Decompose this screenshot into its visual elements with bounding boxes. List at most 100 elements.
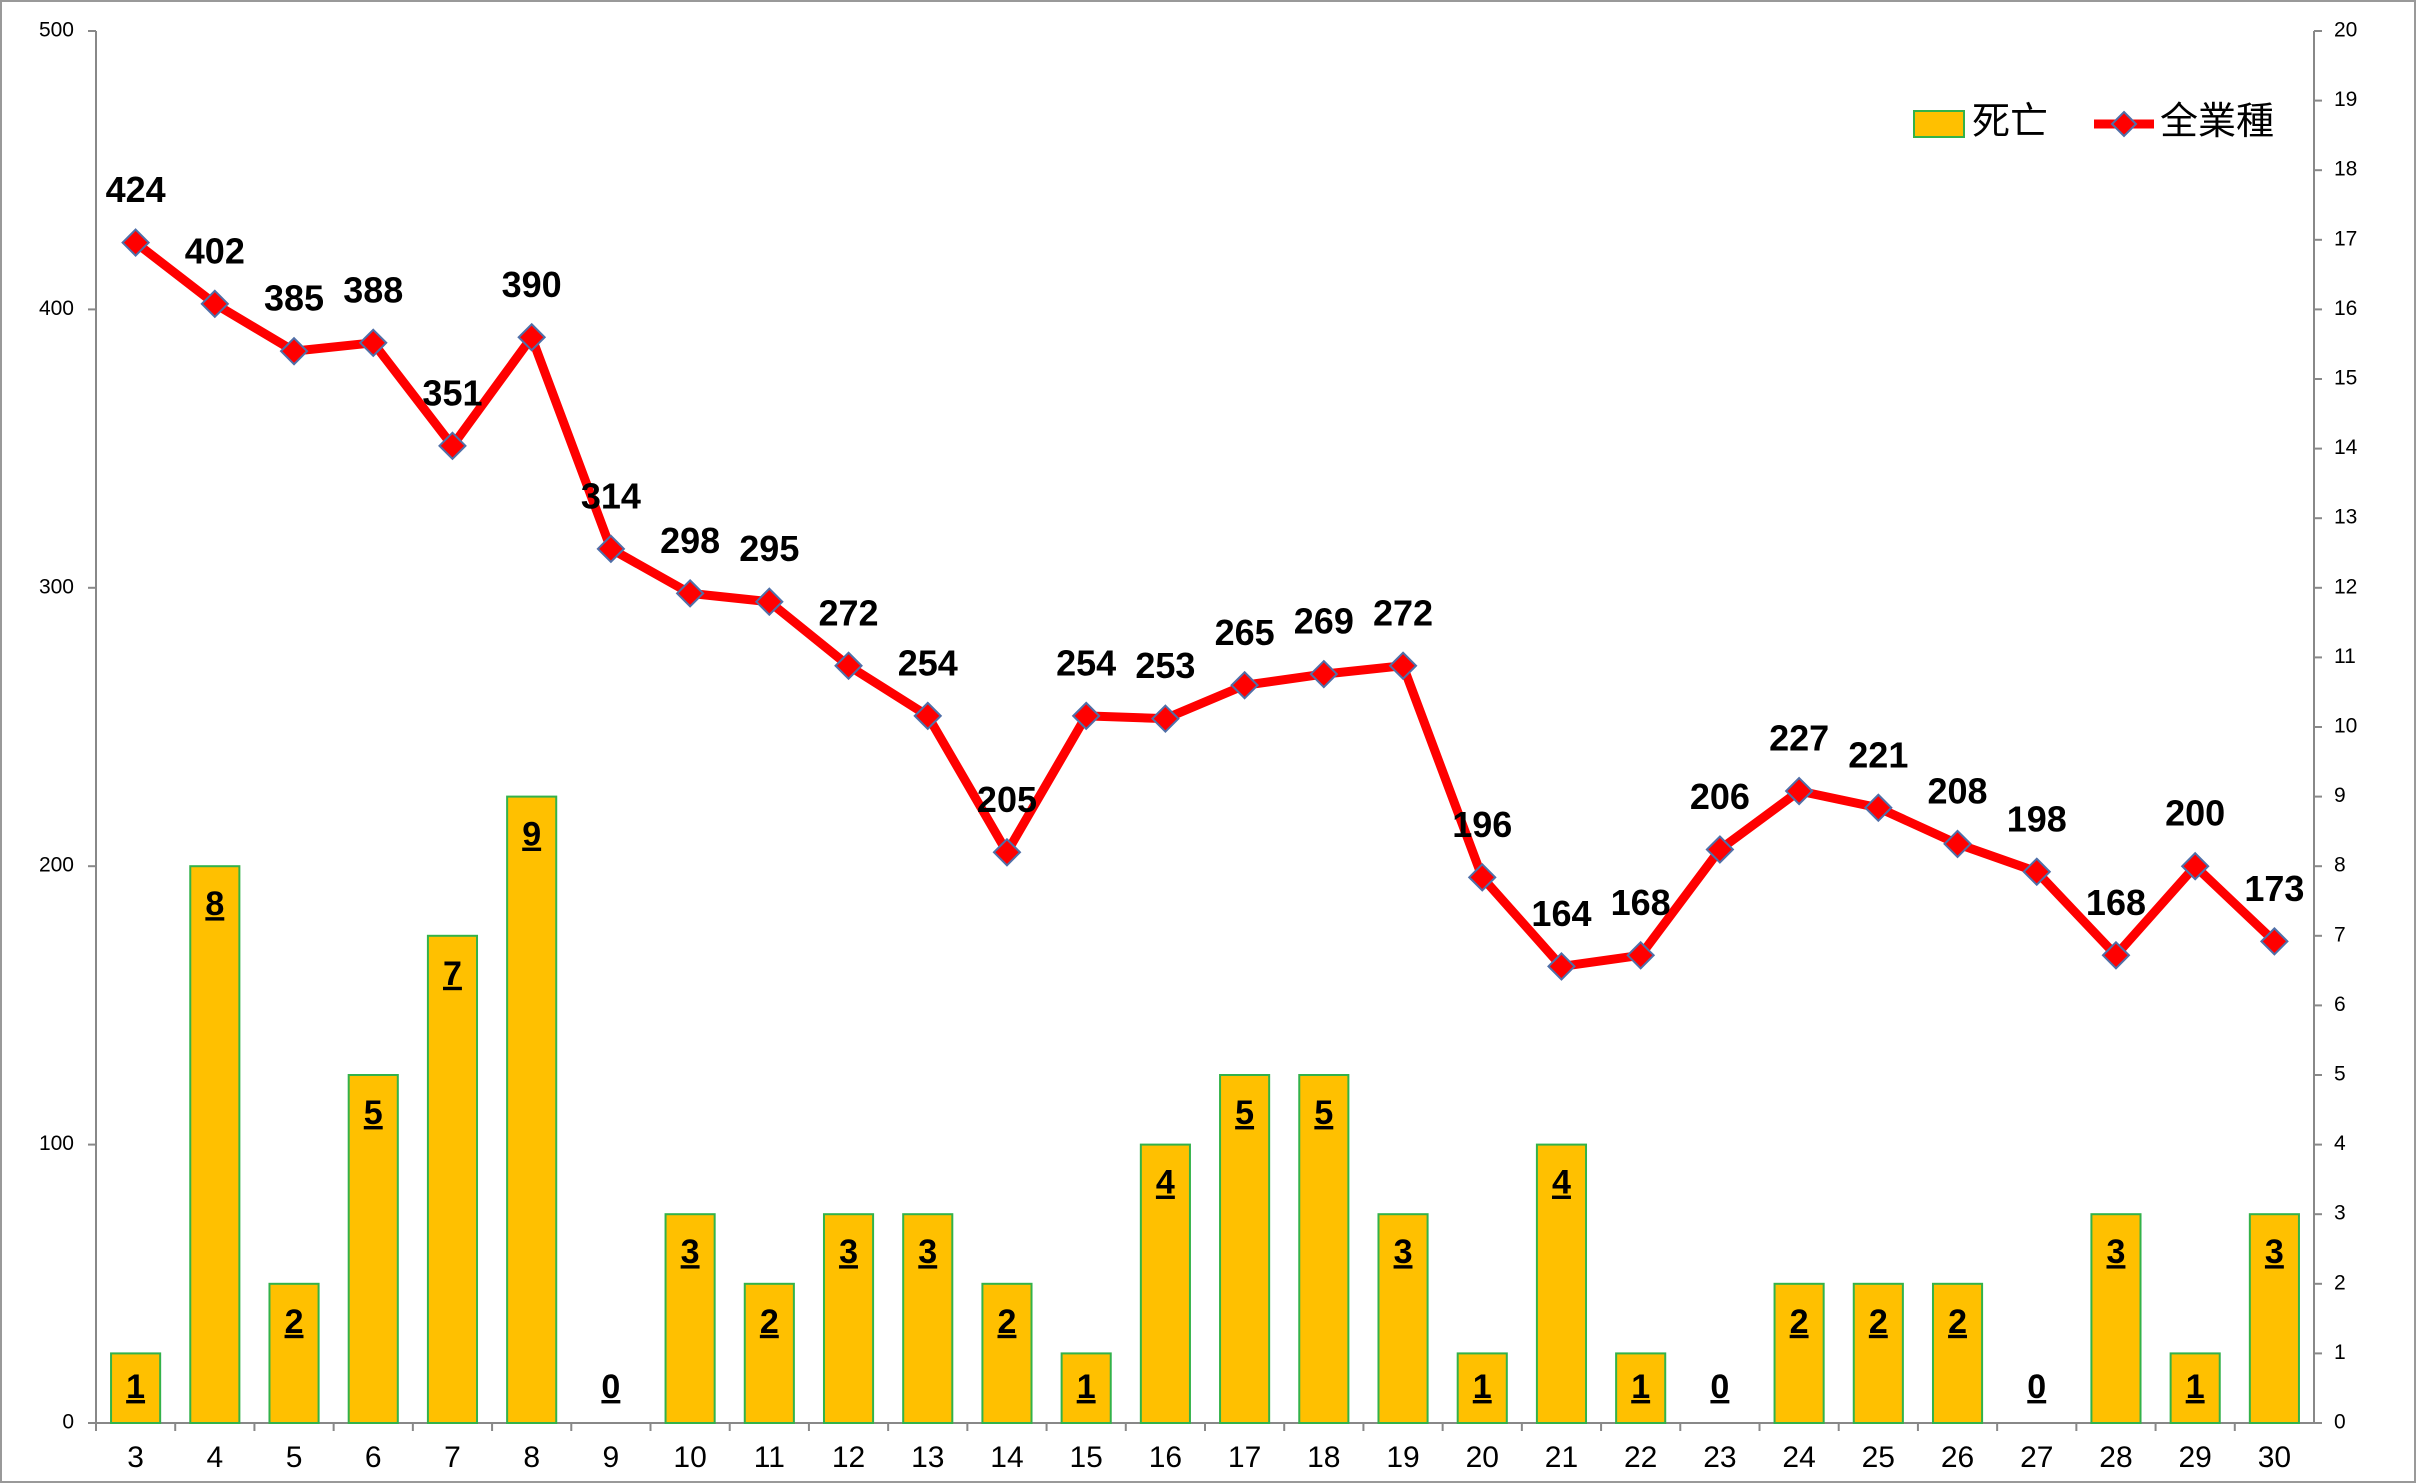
x-tick-label: 12	[832, 1441, 865, 1474]
bar-value-label: 3	[839, 1233, 858, 1271]
bar-value-label: 3	[2265, 1233, 2284, 1271]
y-tick-label: 200	[39, 854, 74, 877]
y2-tick-label: 6	[2334, 993, 2346, 1016]
x-tick-label: 27	[2020, 1441, 2053, 1474]
bar-value-label: 2	[998, 1303, 1017, 1341]
bar-value-label: 2	[1948, 1303, 1967, 1341]
x-tick-label: 15	[1069, 1441, 1102, 1474]
marker	[1150, 704, 1180, 734]
bar	[506, 795, 558, 1424]
y2-tick-label: 11	[2334, 645, 2356, 668]
line-value-label: 168	[2086, 882, 2146, 923]
x-tick-label: 23	[1703, 1441, 1736, 1474]
bar	[981, 1282, 1033, 1425]
bar	[268, 1282, 320, 1425]
x-tick-label: 11	[754, 1441, 785, 1474]
bar	[1773, 1282, 1825, 1425]
bar-value-label: 3	[918, 1233, 937, 1271]
bar-value-label: 8	[205, 885, 224, 923]
line-value-label: 314	[581, 475, 641, 516]
bar-value-label: 9	[522, 816, 541, 854]
line-value-label: 424	[106, 169, 166, 210]
marker	[517, 322, 547, 352]
y-tick-label: 400	[39, 297, 74, 320]
bar	[664, 1213, 716, 1424]
x-tick-label: 19	[1386, 1441, 1419, 1474]
x-tick-label: 29	[2178, 1441, 2211, 1474]
marker	[1626, 940, 1656, 970]
bar-value-label: 2	[1790, 1303, 1809, 1341]
marker	[834, 651, 863, 681]
bar-value-label: 4	[1552, 1164, 1571, 1202]
bar	[2090, 1213, 2142, 1424]
y2-tick-label: 2	[2334, 1271, 2346, 1294]
bar-value-label: 2	[760, 1303, 779, 1341]
bar-value-label: 3	[681, 1233, 700, 1271]
bar	[902, 1213, 954, 1424]
y2-tick-label: 12	[2334, 575, 2357, 598]
bar-value-label: 2	[1869, 1303, 1888, 1341]
marker	[2101, 940, 2131, 970]
y2-tick-label: 13	[2334, 506, 2357, 529]
marker	[992, 837, 1022, 867]
y2-tick-label: 16	[2334, 297, 2357, 320]
line-value-label: 351	[422, 372, 482, 413]
bar-value-label: 5	[1314, 1094, 1333, 1132]
line-value-label: 254	[1056, 642, 1116, 683]
bar	[1615, 1352, 1667, 1425]
marker	[2259, 926, 2289, 956]
marker	[1309, 659, 1339, 689]
legend-label: 死亡	[1972, 101, 2048, 143]
x-tick-label: 3	[127, 1441, 144, 1474]
line-value-label: 168	[1611, 882, 1671, 923]
y2-tick-label: 19	[2334, 88, 2357, 111]
y2-tick-label: 10	[2334, 715, 2357, 738]
bar	[1298, 1074, 1350, 1424]
x-tick-label: 24	[1782, 1441, 1815, 1474]
y2-tick-label: 20	[2334, 19, 2357, 42]
bar	[1377, 1213, 1429, 1424]
bar-value-label: 3	[2107, 1233, 2126, 1271]
bar-value-label: 7	[443, 955, 462, 993]
marker	[438, 431, 467, 461]
line-value-label: 385	[264, 278, 324, 319]
marker	[754, 587, 784, 617]
y2-tick-label: 4	[2334, 1132, 2346, 1155]
bar	[189, 865, 241, 1424]
x-tick-label: 8	[523, 1441, 540, 1474]
y-tick-label: 100	[39, 1132, 74, 1155]
marker	[1388, 651, 1418, 681]
bar	[1535, 1143, 1588, 1424]
line-value-label: 164	[1531, 893, 1591, 934]
line-value-label: 272	[1373, 592, 1433, 633]
marker	[596, 534, 626, 564]
line-value-label: 221	[1848, 734, 1908, 775]
legend-label: 全業種	[2160, 101, 2274, 143]
line-value-label: 206	[1690, 776, 1750, 817]
x-tick-label: 9	[603, 1441, 620, 1474]
bar-value-label: 1	[126, 1368, 145, 1406]
y-tick-label: 500	[39, 19, 74, 42]
y2-tick-label: 17	[2334, 227, 2357, 250]
line-value-label: 272	[818, 592, 878, 633]
y-tick-label: 0	[62, 1411, 74, 1434]
line-value-label: 265	[1215, 612, 1275, 653]
line-value-label: 254	[898, 642, 958, 683]
bar	[110, 1352, 162, 1425]
legend-marker	[2110, 110, 2138, 138]
marker	[1943, 829, 1972, 859]
x-tick-label: 25	[1862, 1441, 1895, 1474]
marker	[1705, 835, 1735, 864]
marker	[913, 701, 943, 731]
y2-tick-label: 14	[2334, 436, 2358, 459]
bar	[426, 934, 479, 1424]
line-value-label: 402	[185, 230, 245, 271]
line-value-label: 196	[1452, 804, 1512, 845]
line-value-label: 298	[660, 520, 720, 561]
bar-value-label: 1	[1077, 1368, 1096, 1406]
line-value-label: 198	[2007, 798, 2067, 839]
y2-tick-label: 1	[2334, 1341, 2346, 1364]
marker	[1467, 862, 1497, 892]
